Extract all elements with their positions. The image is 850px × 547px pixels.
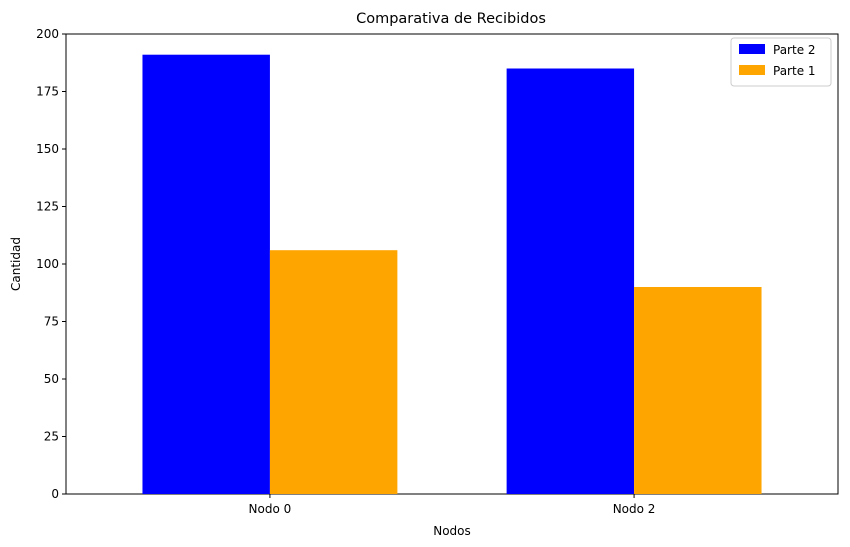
- legend: Parte 2 Parte 1: [730, 37, 832, 87]
- y-tick-label: 0: [51, 487, 59, 501]
- y-tick-label: 175: [36, 85, 59, 99]
- legend-entry-label: Parte 2: [773, 43, 816, 57]
- x-tick-label: Nodo 2: [613, 502, 656, 516]
- legend-swatch: [739, 44, 765, 54]
- x-axis: Nodo 0 Nodo 2: [249, 494, 656, 516]
- bar-parte-1-nodo-0: [269, 250, 398, 494]
- legend-swatch: [739, 65, 765, 75]
- y-tick-label: 200: [36, 27, 59, 41]
- y-tick-label: 100: [36, 257, 59, 271]
- y-tick-label: 125: [36, 200, 59, 214]
- y-tick-label: 75: [44, 315, 59, 329]
- x-tick-label: Nodo 0: [249, 502, 292, 516]
- bar-parte-1-nodo-2: [634, 287, 762, 494]
- y-tick-label: 25: [44, 430, 59, 444]
- y-axis-label: Cantidad: [9, 237, 23, 291]
- chart-title: Comparativa de Recibidos: [356, 11, 546, 27]
- bar-parte-2-nodo-2: [506, 68, 635, 494]
- y-tick-label: 150: [36, 142, 59, 156]
- x-axis-label: Nodos: [433, 524, 471, 538]
- bars: [142, 54, 762, 494]
- y-axis: 0 25 50 75 100 125 150 175 200: [36, 27, 66, 501]
- y-tick-label: 50: [44, 372, 59, 386]
- bar-parte-2-nodo-0: [142, 54, 270, 494]
- legend-entry-label: Parte 1: [773, 64, 816, 78]
